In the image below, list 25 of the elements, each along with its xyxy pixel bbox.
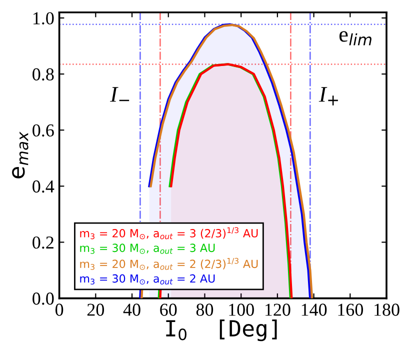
x-tick-label: 100 bbox=[229, 304, 254, 316]
x-tick-label: 20 bbox=[87, 304, 104, 316]
x-tick-label: 60 bbox=[160, 304, 177, 316]
y-axis-title: e$_{max}$ bbox=[12, 132, 28, 178]
text: I$_{0}$ [Deg] bbox=[166, 320, 277, 342]
text: m$_{3}$ = 20 M$_{⊙}$, a$_{out}$ = 3 (2/3)$^{1/3}$ AU bbox=[80, 227, 258, 240]
x-tick-label: 180 bbox=[374, 304, 400, 316]
x-tick-label: 80 bbox=[196, 304, 214, 316]
y-tick-label: 0.8 bbox=[32, 68, 54, 81]
x-tick-label: 0 bbox=[55, 304, 64, 316]
ref-line-label: e$_{lim}$ bbox=[339, 31, 372, 46]
x-tick-label: 120 bbox=[265, 304, 290, 316]
y-tick-label: 0.6 bbox=[32, 124, 54, 137]
y-tick-label: 0.0 bbox=[32, 292, 54, 305]
x-tick-label: 40 bbox=[123, 304, 140, 316]
series-label: m$_{3}$ = 30 M$_{⊙}$, a$_{out}$ = 2 AU bbox=[80, 274, 215, 284]
ref-line-label: I$_{−}$ bbox=[110, 87, 130, 102]
text: m$_{3}$ = 20 M$_{⊙}$, a$_{out}$ = 2 (2/3)$^{1/3}$ AU bbox=[80, 258, 258, 270]
y-tick-label: 0.2 bbox=[32, 236, 54, 249]
text: m$_{3}$ = 30 M$_{⊙}$, a$_{out}$ = 3 AU bbox=[80, 244, 215, 254]
ref-line-label: I$_{+}$ bbox=[318, 87, 338, 106]
x-tick-label: 160 bbox=[338, 304, 364, 316]
x-tick-label: 140 bbox=[302, 304, 327, 316]
y-tick-label: 0.4 bbox=[32, 180, 54, 193]
y-tick-label: 1.0 bbox=[33, 12, 54, 24]
